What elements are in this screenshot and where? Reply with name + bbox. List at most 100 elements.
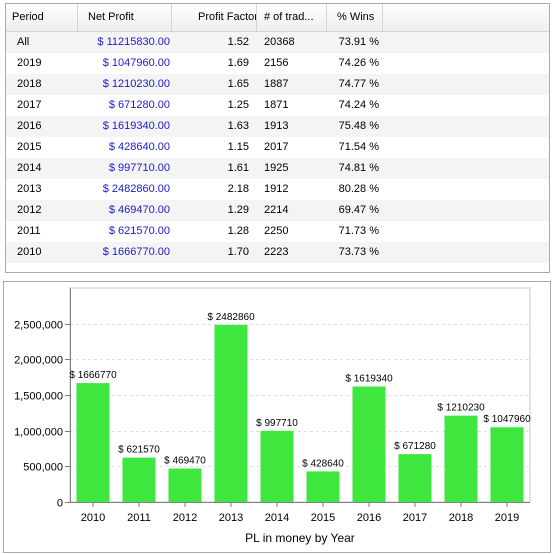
x-tick-label-2015: 2015 (311, 512, 335, 524)
cell-net-profit: $ 11215830.00 (97, 36, 170, 48)
cell-pct-wins: 69.47 % (338, 204, 379, 216)
bar-2015 (306, 471, 340, 502)
table-row[interactable]: 2014 $ 997710.00 1.61 1925 74.81 % (6, 158, 549, 179)
cell-num-trades: 1871 (264, 99, 289, 111)
cell-period: 2010 (17, 246, 42, 258)
data-label-2011: $ 621570 (118, 445, 160, 456)
cell-net-profit: $ 997710.00 (108, 162, 170, 174)
data-label-2012: $ 469470 (164, 456, 206, 467)
cell-profit-factor: 2.18 (227, 183, 249, 195)
column-header-net-profit[interactable]: Net Profit (78, 4, 172, 31)
cell-profit-factor: 1.29 (227, 204, 249, 216)
y-tick-label: 500,000 (23, 462, 63, 474)
cell-net-profit: $ 671280.00 (108, 99, 170, 111)
cell-pct-wins: 74.24 % (338, 99, 379, 111)
cell-pct-wins: 73.91 % (338, 36, 379, 48)
y-tick-label: 2,000,000 (14, 355, 63, 367)
data-label-2015: $ 428640 (302, 458, 344, 469)
table-row[interactable]: 2017 $ 671280.00 1.25 1871 74.24 % (6, 95, 549, 116)
x-tick-label-2019: 2019 (495, 512, 519, 524)
cell-pct-wins: 74.77 % (338, 78, 379, 90)
table-row[interactable]: 2012 $ 469470.00 1.29 2214 69.47 % (6, 200, 549, 221)
table-row[interactable]: 2019 $ 1047960.00 1.69 2156 74.26 % (6, 53, 549, 74)
cell-profit-factor: 1.61 (227, 162, 249, 174)
table-row[interactable]: 2011 $ 621570.00 1.28 2250 71.73 % (6, 221, 549, 242)
bar-2012 (168, 468, 202, 502)
cell-net-profit: $ 621570.00 (108, 225, 170, 237)
x-tick-label-2014: 2014 (265, 512, 289, 524)
data-label-2014: $ 997710 (256, 418, 298, 429)
cell-net-profit: $ 1619340.00 (102, 120, 170, 132)
cell-net-profit: $ 469470.00 (108, 204, 170, 216)
cell-num-trades: 2250 (264, 225, 289, 237)
y-tick-label: 0 (57, 498, 63, 510)
y-tick-label: 2,500,000 (14, 320, 63, 332)
column-header-profit-factor[interactable]: Profit Factor (172, 4, 257, 31)
cell-profit-factor: 1.70 (227, 246, 249, 258)
x-tick-label-2011: 2011 (127, 512, 151, 524)
cell-profit-factor: 1.25 (227, 99, 249, 111)
table-row[interactable]: 2013 $ 2482860.00 2.18 1912 80.28 % (6, 179, 549, 200)
data-label-2018: $ 1210230 (437, 403, 485, 414)
table-row[interactable]: 2018 $ 1210230.00 1.65 1887 74.77 % (6, 74, 549, 95)
bar-2011 (122, 457, 156, 502)
column-header-pct-wins[interactable]: % Wins (327, 4, 383, 31)
cell-period: 2017 (17, 99, 42, 111)
cell-period: 2016 (17, 120, 42, 132)
cell-period: 2012 (17, 204, 42, 216)
cell-net-profit: $ 2482860.00 (102, 183, 170, 195)
table-body: All $ 11215830.00 1.52 20368 73.91 % 2019 $ 10… (6, 32, 549, 263)
results-table: Period Net Profit Profit Factor # of tra… (5, 3, 550, 273)
cell-num-trades: 2214 (264, 204, 289, 216)
cell-net-profit: $ 1210230.00 (102, 78, 170, 90)
cell-num-trades: 1912 (264, 183, 289, 195)
cell-period: 2015 (17, 141, 42, 153)
cell-profit-factor: 1.69 (227, 57, 249, 69)
chart-panel: 0 500,000 1,000,000 1,500,000 2,000,000 2,500… (3, 281, 551, 553)
bar-chart: 0 500,000 1,000,000 1,500,000 2,000,000 2,500… (14, 287, 531, 545)
bar-2017 (398, 454, 432, 502)
column-header-num-trades[interactable]: # of trad... (257, 4, 327, 31)
cell-pct-wins: 75.48 % (338, 120, 379, 132)
x-tick-label-2016: 2016 (357, 512, 381, 524)
bar-2016 (352, 386, 386, 502)
cell-period: 2019 (17, 57, 42, 69)
bar-2010 (76, 383, 110, 502)
cell-pct-wins: 74.26 % (338, 57, 379, 69)
x-tick-label-2013: 2013 (219, 512, 243, 524)
cell-num-trades: 1925 (264, 162, 289, 174)
cell-pct-wins: 73.73 % (338, 246, 379, 258)
cell-profit-factor: 1.63 (227, 120, 249, 132)
table-row[interactable]: 2010 $ 1666770.00 1.70 2223 73.73 % (6, 242, 549, 263)
x-tick-label-2018: 2018 (449, 512, 473, 524)
cell-pct-wins: 71.73 % (338, 225, 379, 237)
bar-2019 (490, 427, 524, 502)
data-label-2010: $ 1666770 (69, 370, 117, 381)
bar-2013 (214, 324, 248, 502)
cell-profit-factor: 1.28 (227, 225, 249, 237)
cell-num-trades: 2017 (264, 141, 289, 153)
cell-net-profit: $ 1666770.00 (102, 246, 170, 258)
table-row[interactable]: 2015 $ 428640.00 1.15 2017 71.54 % (6, 137, 549, 158)
column-header-period[interactable]: Period (6, 4, 78, 31)
cell-period: 2018 (17, 78, 42, 90)
cell-num-trades: 1887 (264, 78, 289, 90)
cell-profit-factor: 1.65 (227, 78, 249, 90)
cell-net-profit: $ 1047960.00 (102, 57, 170, 69)
cell-period: All (17, 36, 30, 48)
cell-period: 2011 (17, 225, 41, 237)
cell-profit-factor: 1.52 (227, 36, 249, 48)
bar-2014 (260, 430, 294, 502)
cell-num-trades: 1913 (264, 120, 289, 132)
cell-pct-wins: 74.81 % (338, 162, 379, 174)
cell-profit-factor: 1.15 (227, 141, 249, 153)
table-row[interactable]: All $ 11215830.00 1.52 20368 73.91 % (6, 32, 549, 53)
cell-net-profit: $ 428640.00 (108, 141, 170, 153)
data-label-2016: $ 1619340 (345, 373, 393, 384)
cell-pct-wins: 80.28 % (338, 183, 379, 195)
table-row[interactable]: 2016 $ 1619340.00 1.63 1913 75.48 % (6, 116, 549, 137)
x-tick-label-2017: 2017 (403, 512, 427, 524)
x-axis-title: PL in money by Year (245, 531, 355, 545)
x-tick-label-2012: 2012 (173, 512, 197, 524)
cell-num-trades: 2156 (264, 57, 289, 69)
